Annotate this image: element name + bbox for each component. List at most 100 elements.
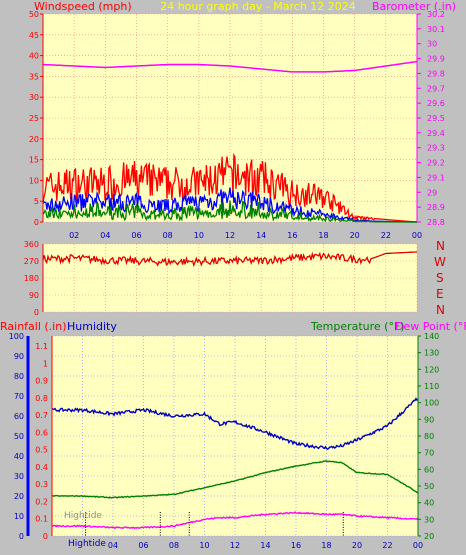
baro-y-tick-label: 29.4 (427, 129, 445, 138)
wind-y-tick-label: 35 (29, 72, 39, 81)
compass-n-bottom: N (436, 303, 445, 317)
baro-y-tick-label: 29.1 (427, 173, 445, 182)
baro-y-tick-label: 30 (427, 40, 437, 49)
dir-y-tick-label: 180 (24, 274, 39, 283)
wind-x-tick-label: 16 (287, 231, 297, 240)
wind-y-tick-label: 45 (29, 31, 39, 40)
rain-y-tick-label: 0.4 (35, 463, 48, 472)
temp-y-tick-label: 50 (424, 482, 434, 491)
dir-y-tick-label: 0 (34, 308, 39, 317)
wind-gust-line (42, 152, 418, 223)
temp-y-tick-label: 110 (424, 382, 439, 391)
baro-y-tick-label: 30.2 (427, 10, 445, 19)
baro-y-tick-label: 29.6 (427, 99, 445, 108)
windspeed-label: Windspeed (mph) (34, 0, 132, 13)
wind-y-tick-label: 0 (34, 218, 39, 227)
axes: 0510152025303540455028.828.92929.129.229… (9, 10, 445, 550)
compass-e: E (436, 287, 444, 301)
humidity-y-tick-label: 70 (14, 392, 24, 401)
temp-y-tick-label: 130 (424, 349, 439, 358)
rain-y-tick-label: 0.1 (35, 515, 48, 524)
humidity-y-tick-label: 50 (14, 432, 24, 441)
baro-y-tick-label: 29.9 (427, 55, 445, 64)
temp-y-tick-label: 20 (424, 532, 434, 541)
humidity-y-tick-label: 60 (14, 412, 24, 421)
lower-x-tick-label: 14 (260, 541, 270, 550)
lower-x-tick-label: 00 (413, 541, 423, 550)
wind-x-tick-label: 00 (412, 231, 422, 240)
rain-y-tick-label: 0.5 (35, 446, 48, 455)
baro-y-tick-label: 29.2 (427, 159, 445, 168)
humidity-y-tick-label: 80 (14, 372, 24, 381)
wind-x-tick-label: 06 (131, 231, 141, 240)
wind-y-tick-label: 20 (29, 135, 39, 144)
temp-y-tick-label: 80 (424, 432, 434, 441)
lower-x-tick-label: 16 (291, 541, 301, 550)
compass-n-top: N (436, 239, 445, 253)
lower-x-tick-label: 10 (199, 541, 209, 550)
humidity-y-tick-label: 100 (9, 332, 24, 341)
baro-y-tick-label: 28.8 (427, 218, 445, 227)
baro-y-tick-label: 29.7 (427, 84, 445, 93)
rain-y-tick-label: 0.8 (35, 394, 48, 403)
dewpoint-label: Dew Point (°F) (395, 320, 466, 333)
lower-x-tick-label: 18 (321, 541, 331, 550)
dir-y-tick-label: 90 (29, 291, 39, 300)
humidity-y-tick-label: 10 (14, 512, 24, 521)
lower-x-tick-label: 04 (108, 541, 118, 550)
temperature-line (51, 460, 419, 499)
rain-y-tick-label: 0.3 (35, 480, 48, 489)
wind-x-tick-label: 12 (225, 231, 235, 240)
humidity-y-tick-label: 90 (14, 352, 24, 361)
temp-y-tick-label: 70 (424, 449, 434, 458)
wind-x-tick-label: 18 (318, 231, 328, 240)
temp-y-tick-label: 140 (424, 332, 439, 341)
wind-x-tick-label: 22 (381, 231, 391, 240)
baro-y-tick-label: 29.5 (427, 114, 445, 123)
hightide-axis-label: Hightide (68, 539, 106, 549)
rain-y-tick-label: 1 (43, 359, 48, 368)
temp-y-tick-label: 100 (424, 399, 439, 408)
rain-y-tick-label: 0.2 (35, 497, 48, 506)
lower-x-tick-label: 22 (382, 541, 392, 550)
barometer-line (42, 60, 418, 73)
humidity-y-tick-label: 0 (19, 532, 24, 541)
wind-y-tick-label: 30 (29, 93, 39, 102)
barometer-label: Barometer (.in) (372, 0, 456, 13)
wind-y-tick-label: 10 (29, 176, 39, 185)
wind-low-line (42, 200, 417, 223)
wind-average-line (42, 187, 417, 223)
wind-direction-line (42, 251, 418, 268)
wind-y-tick-label: 15 (29, 156, 39, 165)
baro-y-tick-label: 29.3 (427, 144, 445, 153)
humidity-y-tick-label: 40 (14, 452, 24, 461)
humidity-y-tick-label: 30 (14, 472, 24, 481)
lower-x-tick-label: 08 (169, 541, 179, 550)
wind-x-tick-label: 04 (100, 231, 110, 240)
humidity-label: Humidity (67, 320, 117, 333)
hightide-label: Hightide (64, 511, 102, 521)
wind-x-tick-label: 10 (194, 231, 204, 240)
wind-y-tick-label: 5 (34, 197, 39, 206)
rain-y-tick-label: 0.7 (35, 411, 48, 420)
wind-x-tick-label: 20 (350, 231, 360, 240)
humidity-line (51, 397, 419, 451)
wind-x-tick-label: 08 (163, 231, 173, 240)
dir-y-tick-label: 360 (24, 240, 39, 249)
baro-y-tick-label: 29.8 (427, 69, 445, 78)
wind-x-tick-label: 14 (256, 231, 266, 240)
lower-x-tick-label: 20 (352, 541, 362, 550)
direction-series (42, 251, 418, 268)
dewpoint-line (51, 511, 419, 530)
baro-y-tick-label: 29 (427, 188, 437, 197)
lower-x-tick-label: 06 (138, 541, 148, 550)
wind-y-tick-label: 25 (29, 114, 39, 123)
wind-series (42, 60, 418, 223)
rain-y-tick-label: 0 (43, 532, 48, 541)
wind-y-tick-label: 40 (29, 52, 39, 61)
lower-series (51, 397, 419, 536)
lower-x-tick-label: 12 (230, 541, 240, 550)
temperature-label: Temperature (°F) (310, 320, 405, 333)
baro-y-tick-label: 28.9 (427, 203, 445, 212)
